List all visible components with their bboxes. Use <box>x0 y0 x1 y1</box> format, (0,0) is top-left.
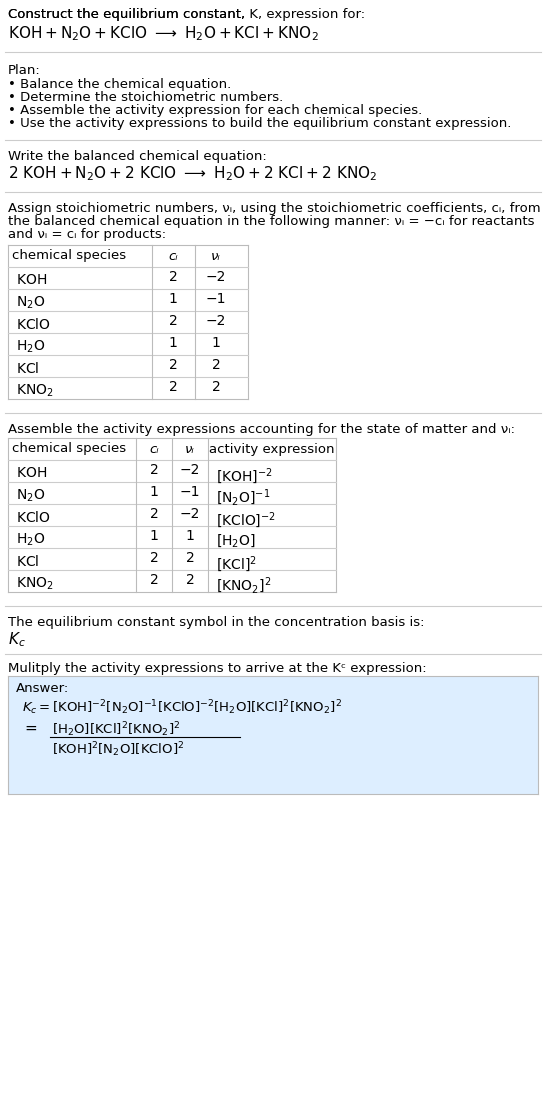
Text: $\mathregular{N_2O}$: $\mathregular{N_2O}$ <box>16 294 45 311</box>
Text: • Assemble the activity expression for each chemical species.: • Assemble the activity expression for e… <box>8 104 422 117</box>
Text: Construct the equilibrium constant, K, expression for:: Construct the equilibrium constant, K, e… <box>8 8 365 21</box>
Text: 1: 1 <box>169 337 177 350</box>
Text: the balanced chemical equation in the following manner: νᵢ = −cᵢ for reactants: the balanced chemical equation in the fo… <box>8 215 535 228</box>
Text: 2: 2 <box>186 551 194 565</box>
Text: 2: 2 <box>150 463 158 477</box>
Text: 2: 2 <box>150 507 158 521</box>
Text: Assemble the activity expressions accounting for the state of matter and νᵢ:: Assemble the activity expressions accoun… <box>8 423 515 436</box>
Text: $\mathregular{KOH}$: $\mathregular{KOH}$ <box>16 273 47 287</box>
Text: $\mathregular{KClO}$: $\mathregular{KClO}$ <box>16 510 51 525</box>
Text: $[\mathregular{KOH}]^{-2}$: $[\mathregular{KOH}]^{-2}$ <box>216 466 273 486</box>
Text: 1: 1 <box>150 529 158 544</box>
Text: $[\mathregular{H_2O}][\mathregular{KCl}]^{2}[\mathregular{KNO_2}]^{2}$: $[\mathregular{H_2O}][\mathregular{KCl}]… <box>52 720 180 738</box>
Text: −2: −2 <box>180 507 200 521</box>
Text: $\mathregular{N_2O}$: $\mathregular{N_2O}$ <box>16 488 45 505</box>
Text: • Balance the chemical equation.: • Balance the chemical equation. <box>8 77 232 91</box>
Text: 1: 1 <box>169 292 177 306</box>
Text: 2: 2 <box>212 380 221 394</box>
Text: activity expression: activity expression <box>209 443 335 456</box>
Text: $[\mathregular{KClO}]^{-2}$: $[\mathregular{KClO}]^{-2}$ <box>216 510 276 530</box>
Text: $\mathregular{KCl}$: $\mathregular{KCl}$ <box>16 361 39 376</box>
Text: $[\mathregular{KNO_2}]^{2}$: $[\mathregular{KNO_2}]^{2}$ <box>216 576 271 597</box>
Text: $\mathregular{H_2O}$: $\mathregular{H_2O}$ <box>16 339 45 355</box>
Text: 1: 1 <box>186 529 194 544</box>
Text: Answer:: Answer: <box>16 682 69 695</box>
Text: 1: 1 <box>211 337 221 350</box>
Text: −1: −1 <box>180 485 200 499</box>
Text: $K_c$: $K_c$ <box>8 630 26 649</box>
Text: Plan:: Plan: <box>8 64 41 77</box>
Text: 2: 2 <box>150 551 158 565</box>
Text: cᵢ: cᵢ <box>149 443 159 456</box>
Text: 2: 2 <box>169 358 177 372</box>
Text: νᵢ: νᵢ <box>185 443 195 456</box>
Text: −2: −2 <box>206 314 226 328</box>
Text: chemical species: chemical species <box>12 442 126 455</box>
Text: −2: −2 <box>206 270 226 284</box>
Text: • Determine the stoichiometric numbers.: • Determine the stoichiometric numbers. <box>8 91 283 104</box>
Text: $\mathregular{2\ KOH + N_2O + 2\ KClO}$$\ \mathregular{\longrightarrow}\ $$\math: $\mathregular{2\ KOH + N_2O + 2\ KClO}$$… <box>8 164 377 183</box>
Text: $=$: $=$ <box>22 720 38 735</box>
Text: chemical species: chemical species <box>12 249 126 262</box>
Text: $[\mathregular{KCl}]^{2}$: $[\mathregular{KCl}]^{2}$ <box>216 554 257 573</box>
Text: $[\mathregular{N_2O}]^{-1}$: $[\mathregular{N_2O}]^{-1}$ <box>216 488 270 508</box>
Text: −2: −2 <box>180 463 200 477</box>
Text: $\mathregular{H_2O}$: $\mathregular{H_2O}$ <box>16 532 45 548</box>
Text: 2: 2 <box>169 380 177 394</box>
Text: 2: 2 <box>169 314 177 328</box>
Text: 2: 2 <box>150 573 158 587</box>
Text: 2: 2 <box>169 270 177 284</box>
Text: cᵢ: cᵢ <box>168 250 178 263</box>
Text: $K_c = [\mathregular{KOH}]^{-2}[\mathregular{N_2O}]^{-1}[\mathregular{KClO}]^{-2: $K_c = [\mathregular{KOH}]^{-2}[\mathreg… <box>22 699 342 716</box>
Text: Mulitply the activity expressions to arrive at the Kᶜ expression:: Mulitply the activity expressions to arr… <box>8 662 426 675</box>
Text: $\mathregular{KNO_2}$: $\mathregular{KNO_2}$ <box>16 383 54 400</box>
Text: • Use the activity expressions to build the equilibrium constant expression.: • Use the activity expressions to build … <box>8 117 512 130</box>
Text: $[\mathregular{KOH}]^{2}[\mathregular{N_2O}][\mathregular{KClO}]^{2}$: $[\mathregular{KOH}]^{2}[\mathregular{N_… <box>52 739 184 758</box>
Text: The equilibrium constant symbol in the concentration basis is:: The equilibrium constant symbol in the c… <box>8 615 424 629</box>
Text: Write the balanced chemical equation:: Write the balanced chemical equation: <box>8 151 267 163</box>
Text: and νᵢ = cᵢ for products:: and νᵢ = cᵢ for products: <box>8 228 166 241</box>
Text: Construct the equilibrium constant,: Construct the equilibrium constant, <box>8 8 250 21</box>
Text: $\mathregular{KClO}$: $\mathregular{KClO}$ <box>16 317 51 332</box>
Text: 2: 2 <box>186 573 194 587</box>
Text: −1: −1 <box>206 292 226 306</box>
Text: $\mathregular{KOH}$: $\mathregular{KOH}$ <box>16 466 47 480</box>
Text: $\mathregular{KCl}$: $\mathregular{KCl}$ <box>16 554 39 569</box>
Text: 2: 2 <box>212 358 221 372</box>
Text: Assign stoichiometric numbers, νᵢ, using the stoichiometric coefficients, cᵢ, fr: Assign stoichiometric numbers, νᵢ, using… <box>8 201 541 215</box>
Text: $\mathregular{KOH + N_2O + KClO}$$\ \mathregular{\longrightarrow}\ $$\mathregula: $\mathregular{KOH + N_2O + KClO}$$\ \mat… <box>8 24 319 43</box>
Text: 1: 1 <box>150 485 158 499</box>
Text: $[\mathregular{H_2O}]$: $[\mathregular{H_2O}]$ <box>216 532 256 549</box>
Text: $\mathregular{KNO_2}$: $\mathregular{KNO_2}$ <box>16 576 54 592</box>
Text: νᵢ: νᵢ <box>211 250 221 263</box>
